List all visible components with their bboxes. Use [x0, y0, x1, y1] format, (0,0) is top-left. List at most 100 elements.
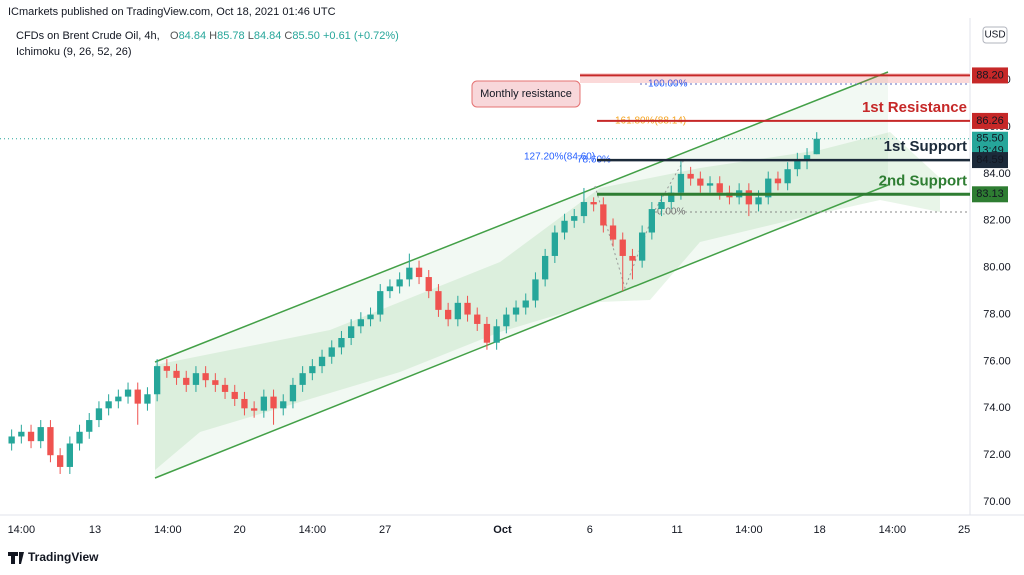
callout-box [471, 80, 581, 108]
candle-body [609, 225, 617, 240]
candle-body [37, 427, 44, 442]
x-tick-label: 25 [958, 524, 970, 536]
x-tick-label: 20 [233, 524, 245, 536]
candle-body [532, 279, 539, 301]
candle-body [95, 408, 103, 421]
ohlc-part: O [170, 30, 179, 42]
channel-lower [154, 184, 889, 479]
ohlc-part: H [209, 30, 217, 42]
x-tick-label: 14:00 [8, 524, 36, 536]
y-tick-label: 74.00 [983, 402, 1011, 414]
candle-body [18, 431, 25, 437]
candle-body [134, 389, 141, 404]
candle-body [183, 377, 190, 385]
candle-body [406, 267, 413, 280]
x-tick-label: 14:00 [879, 524, 907, 536]
candle-body [8, 436, 15, 444]
candle-body [309, 366, 316, 374]
candle-body [338, 338, 345, 348]
x-tick-label: 27 [379, 524, 391, 536]
candle-body [706, 183, 714, 186]
level-name: 1st Support [884, 138, 967, 155]
candle-body [677, 173, 685, 193]
candle-body [541, 255, 549, 280]
candle-body [318, 356, 326, 367]
level-price-box [972, 152, 1008, 169]
y-tick-label: 82.00 [983, 215, 1011, 227]
currency: USD [984, 30, 1005, 41]
ohlc-part: C [284, 30, 292, 42]
level-price-label: 84.59 [976, 154, 1004, 166]
currency-box[interactable] [982, 26, 1008, 44]
candle-body [221, 384, 229, 392]
published-note: ICmarkets published on TradingView.com, … [8, 6, 336, 18]
candle-body [280, 401, 287, 409]
y-tick-label: 84.00 [983, 168, 1011, 180]
fib-label: 100.00% [648, 79, 688, 90]
candle-body [386, 286, 394, 292]
candle-body [687, 173, 694, 179]
x-tick-label: 11 [671, 524, 682, 536]
candle-body [27, 431, 35, 442]
candle-body [347, 326, 355, 339]
ohlc: O84.84 H85.78 L84.84 C85.50 +0.61 (+0.72… [170, 30, 399, 42]
candle-body [668, 192, 675, 203]
candle-body [716, 183, 723, 193]
candle-body [444, 309, 452, 320]
candle-body [192, 373, 200, 385]
ohlc-part: 85.78 [217, 30, 245, 42]
candle-body [115, 396, 122, 402]
candle-body [648, 209, 655, 233]
x-tick-label: 18 [814, 524, 826, 536]
x-tick-label: 14:00 [735, 524, 763, 536]
candle-body [774, 178, 782, 184]
y-tick-label: 70.00 [983, 496, 1011, 508]
level-price-label: 86.26 [976, 115, 1004, 127]
channel-fill [155, 72, 888, 478]
candle-body [328, 347, 335, 357]
ohlc-part: 85.50 [292, 30, 320, 42]
ohlc-part: 84.84 [254, 30, 282, 42]
x-tick-label: 14:00 [299, 524, 327, 536]
x-tick-label: 6 [587, 524, 593, 536]
candle-body [105, 401, 112, 409]
last-price-label: 85.50 [976, 133, 1004, 145]
candle-body [86, 420, 93, 432]
y-tick-label: 80.00 [983, 262, 1011, 274]
candle-body [260, 396, 267, 411]
candle-body [803, 155, 811, 160]
resistance-zone [580, 73, 970, 83]
candle-body [629, 255, 636, 261]
candle-body [580, 202, 588, 217]
candle-body [212, 380, 219, 385]
candle-body [590, 202, 597, 205]
candle-body [813, 138, 820, 155]
candle-body [76, 431, 83, 444]
candle-body [66, 443, 73, 467]
candle-body [600, 204, 607, 226]
candle-body [124, 389, 132, 397]
candle-body [163, 366, 170, 371]
logo [8, 552, 24, 564]
callout-text: Monthly resistance [480, 88, 572, 100]
candle-body [47, 427, 54, 456]
x-tick-label: 14:00 [154, 524, 182, 536]
candle-body [299, 373, 306, 385]
candle-body [367, 314, 374, 320]
candle-body [794, 159, 801, 170]
candle-body [250, 408, 258, 411]
candle-body [454, 302, 461, 320]
candle-body [202, 373, 209, 381]
x-tick-label: 13 [89, 524, 101, 536]
candle-body [56, 455, 64, 467]
candle-body [289, 384, 297, 402]
candle-body [512, 307, 520, 315]
candle-body [697, 178, 704, 186]
candle-body [619, 239, 626, 256]
candle-body [144, 394, 151, 404]
indicator: Ichimoku (9, 26, 52, 26) [16, 46, 132, 58]
level-price-box [972, 67, 1008, 84]
fib-label: 127.20%(84.60) [524, 152, 595, 163]
y-tick-label: 76.00 [983, 355, 1011, 367]
candle-body [474, 314, 481, 324]
